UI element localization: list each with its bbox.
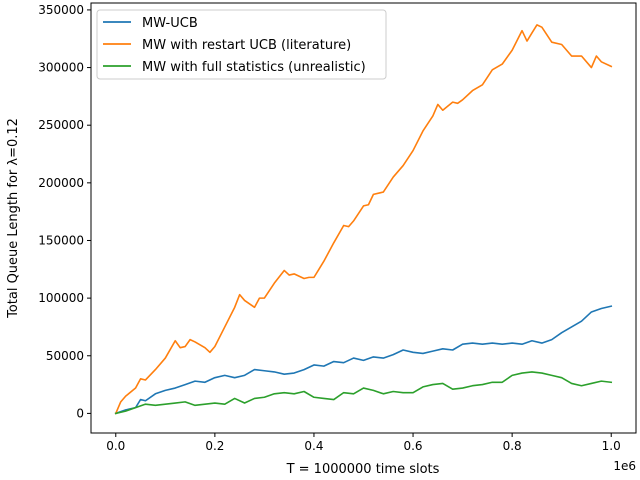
x-tick-label: 0.6 — [403, 439, 422, 453]
legend-label-3: MW with full statistics (unrealistic) — [142, 60, 366, 75]
plot-frame — [90, 2, 637, 434]
x-tick-label: 0.0 — [106, 439, 125, 453]
series-line-2 — [114, 24, 613, 415]
x-tick-label: 1.0 — [602, 439, 621, 453]
legend-label-2: MW with restart UCB (literature) — [142, 38, 351, 53]
y-tick-label: 0 — [76, 406, 84, 420]
y-tick-label: 300000 — [38, 61, 84, 75]
legend-label-1: MW-UCB — [142, 16, 198, 31]
y-tick-label: 250000 — [38, 118, 84, 132]
x-axis: 0.0 0.2 0.4 0.6 0.8 1.0 — [106, 433, 621, 453]
x-tick-label: 0.4 — [304, 439, 323, 453]
series-layer — [114, 24, 613, 415]
legend: MW-UCB MW with restart UCB (literature) MW… — [96, 9, 387, 80]
x-axis-label: T = 1000000 time slots — [286, 462, 440, 477]
x-tick-label: 0.2 — [205, 439, 224, 453]
x-tick-label: 0.8 — [503, 439, 522, 453]
x-axis-offset-label: 1e6 — [613, 459, 636, 473]
series-line-1 — [114, 305, 613, 415]
legend-box — [96, 9, 387, 80]
y-tick-label: 150000 — [38, 233, 84, 247]
y-tick-label: 350000 — [38, 3, 84, 17]
series-line-3 — [114, 371, 613, 415]
y-axis: 0 50000 100000 150000 200000 250000 300000 3500… — [38, 3, 91, 420]
y-tick-label: 50000 — [46, 349, 84, 363]
y-axis-label: Total Queue Length for λ=0.12 — [6, 118, 21, 319]
y-tick-label: 100000 — [38, 291, 84, 305]
y-tick-label: 200000 — [38, 176, 84, 190]
